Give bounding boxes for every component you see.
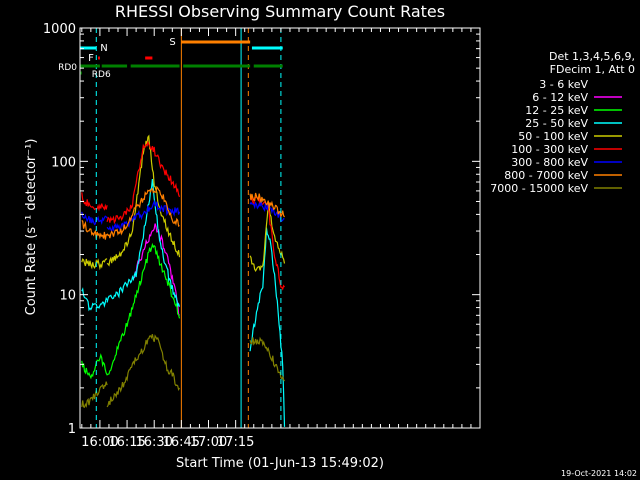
legend-entry-label: 7000 - 15000 keV bbox=[490, 182, 588, 195]
plot-area bbox=[81, 28, 286, 428]
series-trace bbox=[106, 179, 181, 308]
y-tick-label: 1 bbox=[68, 422, 76, 437]
flag-label-n: N bbox=[100, 43, 107, 54]
x-tick-label: 17:00 bbox=[190, 435, 227, 450]
plot-frame bbox=[79, 27, 481, 429]
series-trace bbox=[106, 334, 181, 408]
flag-label-s: S bbox=[169, 37, 175, 48]
x-tick-label: 16:45 bbox=[163, 435, 200, 450]
footer-timestamp: 19-Oct-2021 14:02 bbox=[561, 469, 637, 478]
series-trace bbox=[81, 242, 181, 380]
series-trace bbox=[249, 336, 285, 382]
series-100-300-kev bbox=[81, 140, 285, 291]
series-300-800-kev bbox=[81, 199, 285, 233]
legend-entry-label: 100 - 300 keV bbox=[511, 143, 588, 156]
legend-entry-label: 6 - 12 keV bbox=[532, 91, 588, 104]
series-trace bbox=[81, 219, 108, 240]
series-trace bbox=[81, 287, 108, 312]
series-trace bbox=[106, 140, 181, 225]
legend-header: FDecim 1, Att 0 bbox=[550, 63, 635, 76]
series-trace bbox=[81, 258, 108, 271]
series-trace bbox=[106, 199, 181, 233]
x-tick-label: 16:15 bbox=[108, 435, 145, 450]
series-trace bbox=[81, 192, 108, 212]
flag-label-f: F bbox=[88, 53, 94, 64]
series-12-25-kev bbox=[81, 242, 181, 380]
axes: Start Time (01-Jun-13 15:49:02) Count Ra… bbox=[24, 22, 481, 471]
series-trace bbox=[249, 200, 285, 223]
series-trace bbox=[106, 134, 181, 267]
y-tick-label: 100 bbox=[51, 155, 76, 170]
flag-label-rd0: RD0 bbox=[58, 63, 77, 73]
legend-entry-label: 50 - 100 keV bbox=[518, 130, 588, 143]
series-6-12-kev bbox=[131, 223, 180, 316]
series-7000-15000-kev bbox=[81, 334, 285, 409]
series-trace bbox=[249, 192, 286, 219]
x-tick-label: 16:00 bbox=[81, 435, 118, 450]
y-tick-label: 10 bbox=[59, 289, 76, 304]
legend-header: Det 1,3,4,5,6,9, bbox=[549, 50, 635, 63]
series-trace bbox=[249, 195, 285, 291]
series-50-100-kev bbox=[81, 134, 286, 272]
x-tick-label: 16:30 bbox=[135, 435, 172, 450]
series-trace bbox=[249, 227, 286, 427]
legend-entry-label: 300 - 800 keV bbox=[511, 156, 588, 169]
legend-entry-label: 25 - 50 keV bbox=[525, 117, 588, 130]
y-axis-label: Count Rate (s⁻¹ detector⁻¹) bbox=[24, 139, 39, 316]
flag-label-rd6: RD6 bbox=[92, 70, 111, 80]
x-axis-label: Start Time (01-Jun-13 15:49:02) bbox=[176, 456, 384, 471]
legend-entry-label: 12 - 25 keV bbox=[525, 104, 588, 117]
chart-title: RHESSI Observing Summary Count Rates bbox=[115, 2, 445, 21]
series-25-50-kev bbox=[81, 179, 286, 427]
series-800-7000-kev bbox=[81, 185, 286, 240]
series-trace bbox=[131, 223, 180, 316]
legend: Det 1,3,4,5,6,9,FDecim 1, Att 0 3 - 6 keV… bbox=[490, 50, 635, 195]
series-trace bbox=[81, 381, 108, 409]
series-trace bbox=[249, 204, 286, 272]
series-trace bbox=[106, 185, 180, 239]
legend-entry-label: 800 - 7000 keV bbox=[504, 169, 588, 182]
x-tick-label: 17:15 bbox=[217, 435, 254, 450]
series-trace bbox=[81, 211, 108, 226]
flag-bars: NF S RD0 RD6 bbox=[58, 37, 283, 80]
y-tick-label: 1000 bbox=[43, 22, 76, 37]
legend-entry-label: 3 - 6 keV bbox=[539, 78, 588, 91]
